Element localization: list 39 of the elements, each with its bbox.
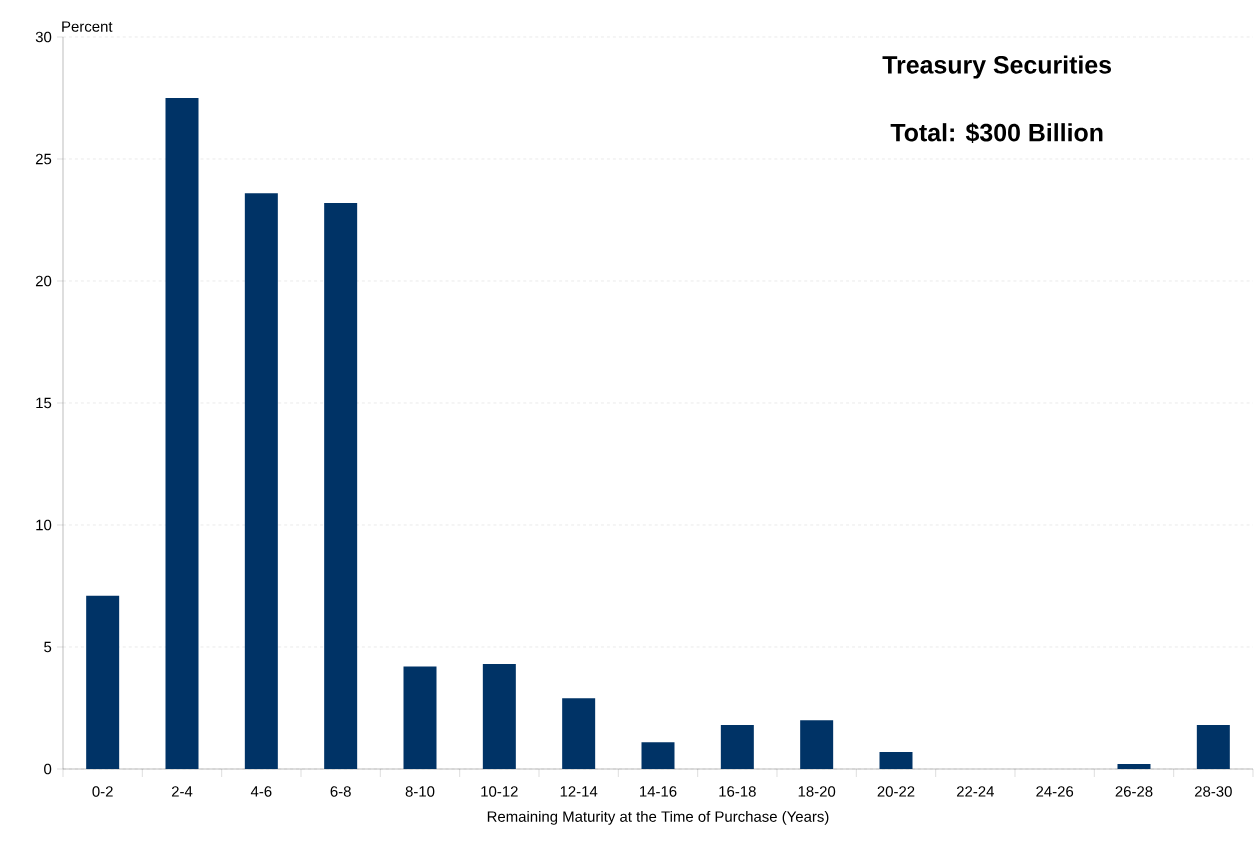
bar: [562, 698, 596, 769]
x-tick-label: 0-2: [92, 786, 113, 797]
x-tick-label: 2-4: [171, 786, 193, 797]
x-tick-label: 26-28: [1115, 786, 1153, 797]
y-tick-label: 25: [35, 153, 52, 165]
bar: [324, 202, 358, 769]
bar: [1196, 725, 1230, 769]
x-tick-label: 10-12: [481, 786, 518, 797]
bar: [879, 751, 913, 769]
bar: [720, 725, 754, 769]
y-axis-title: Percent: [62, 21, 113, 32]
x-tick-label: 24-26: [1036, 786, 1074, 797]
x-tick-label: 28-30: [1194, 786, 1232, 797]
x-tick-label: 22-24: [956, 786, 994, 797]
x-tick-label: 12-14: [560, 786, 598, 797]
x-axis-title: Remaining Maturity at the Time of Purchase (Years): [487, 810, 829, 825]
text: Total: $300 Billion: [890, 122, 1103, 144]
y-tick-label: 30: [35, 31, 52, 43]
text: Treasury Securities: [882, 55, 1111, 79]
x-tick-label: 20-22: [877, 786, 915, 797]
y-tick-label: 20: [35, 275, 52, 287]
x-tick-label: 18-20: [798, 786, 836, 797]
bar: [244, 193, 278, 769]
y-tick-label: 5: [44, 641, 52, 653]
bar: [86, 595, 120, 769]
x-tick-label: 8-10: [405, 786, 435, 797]
bar: [482, 664, 516, 769]
bar: [165, 97, 199, 769]
x-tick-label: 14-16: [640, 786, 677, 797]
bar: [800, 720, 834, 769]
bar: [403, 666, 437, 769]
y-tick-label: 10: [36, 519, 52, 531]
y-tick-label: 15: [36, 397, 52, 409]
bar: [641, 742, 675, 769]
x-tick-label: 4-6: [250, 786, 272, 797]
bar: [1117, 764, 1151, 769]
x-tick-label: 6-8: [330, 786, 351, 797]
y-tick-label: 0: [44, 763, 52, 775]
x-tick-label: 16-18: [719, 786, 756, 797]
